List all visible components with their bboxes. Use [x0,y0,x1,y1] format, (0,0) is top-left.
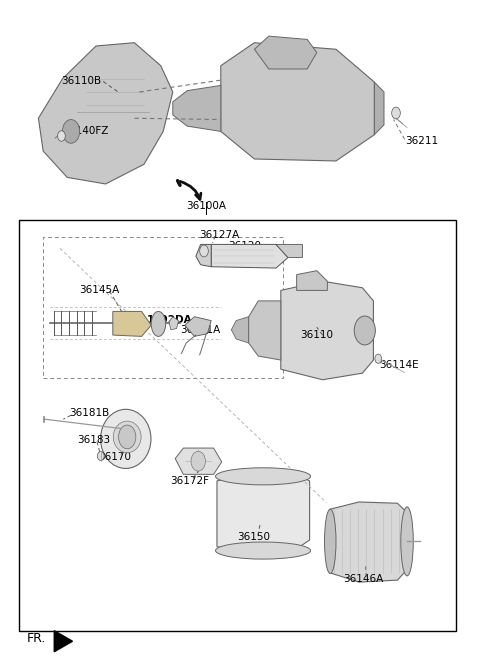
Circle shape [62,120,80,143]
Bar [19,220,456,631]
Polygon shape [169,317,179,330]
Polygon shape [231,317,249,343]
Text: 36172F: 36172F [170,476,209,486]
Polygon shape [54,631,72,652]
Polygon shape [221,43,374,161]
Polygon shape [281,281,373,380]
Polygon shape [113,311,151,336]
Polygon shape [196,244,211,267]
Polygon shape [173,85,221,131]
Text: 36127A: 36127A [199,229,240,240]
Polygon shape [211,244,288,268]
Circle shape [58,131,65,141]
Text: 36181B: 36181B [70,407,110,418]
Polygon shape [254,36,317,69]
Bar [43,237,283,378]
Ellipse shape [101,409,151,468]
Ellipse shape [216,468,311,485]
Polygon shape [276,244,302,258]
Ellipse shape [113,421,141,453]
Text: 36120: 36120 [228,241,261,252]
Ellipse shape [216,542,311,559]
Ellipse shape [151,311,166,336]
Polygon shape [330,502,407,582]
Text: 36110B: 36110B [60,76,101,86]
Text: 36110: 36110 [300,330,333,340]
Text: FR.: FR. [26,632,46,645]
Polygon shape [297,271,327,290]
Text: 36146A: 36146A [343,574,384,585]
Polygon shape [374,82,384,135]
Text: 36131A: 36131A [180,325,220,336]
Polygon shape [217,472,310,555]
Text: 36211: 36211 [406,136,439,147]
Text: 36114E: 36114E [379,360,419,371]
Circle shape [375,354,382,363]
Text: 36150: 36150 [238,532,271,543]
Ellipse shape [401,507,413,576]
Polygon shape [249,301,281,360]
Text: 36145A: 36145A [79,285,120,296]
Circle shape [119,425,136,449]
Circle shape [354,316,375,345]
Polygon shape [38,43,173,184]
Circle shape [191,451,205,471]
Text: 1140FZ: 1140FZ [70,126,109,137]
Text: 36183: 36183 [77,435,110,445]
Text: 36170: 36170 [98,451,132,462]
Polygon shape [185,317,211,336]
Polygon shape [175,448,222,474]
Text: 1492DA: 1492DA [146,315,192,325]
Circle shape [97,451,104,461]
Circle shape [200,245,208,257]
Circle shape [392,107,400,119]
Text: 36100A: 36100A [186,201,227,211]
Ellipse shape [324,509,336,574]
